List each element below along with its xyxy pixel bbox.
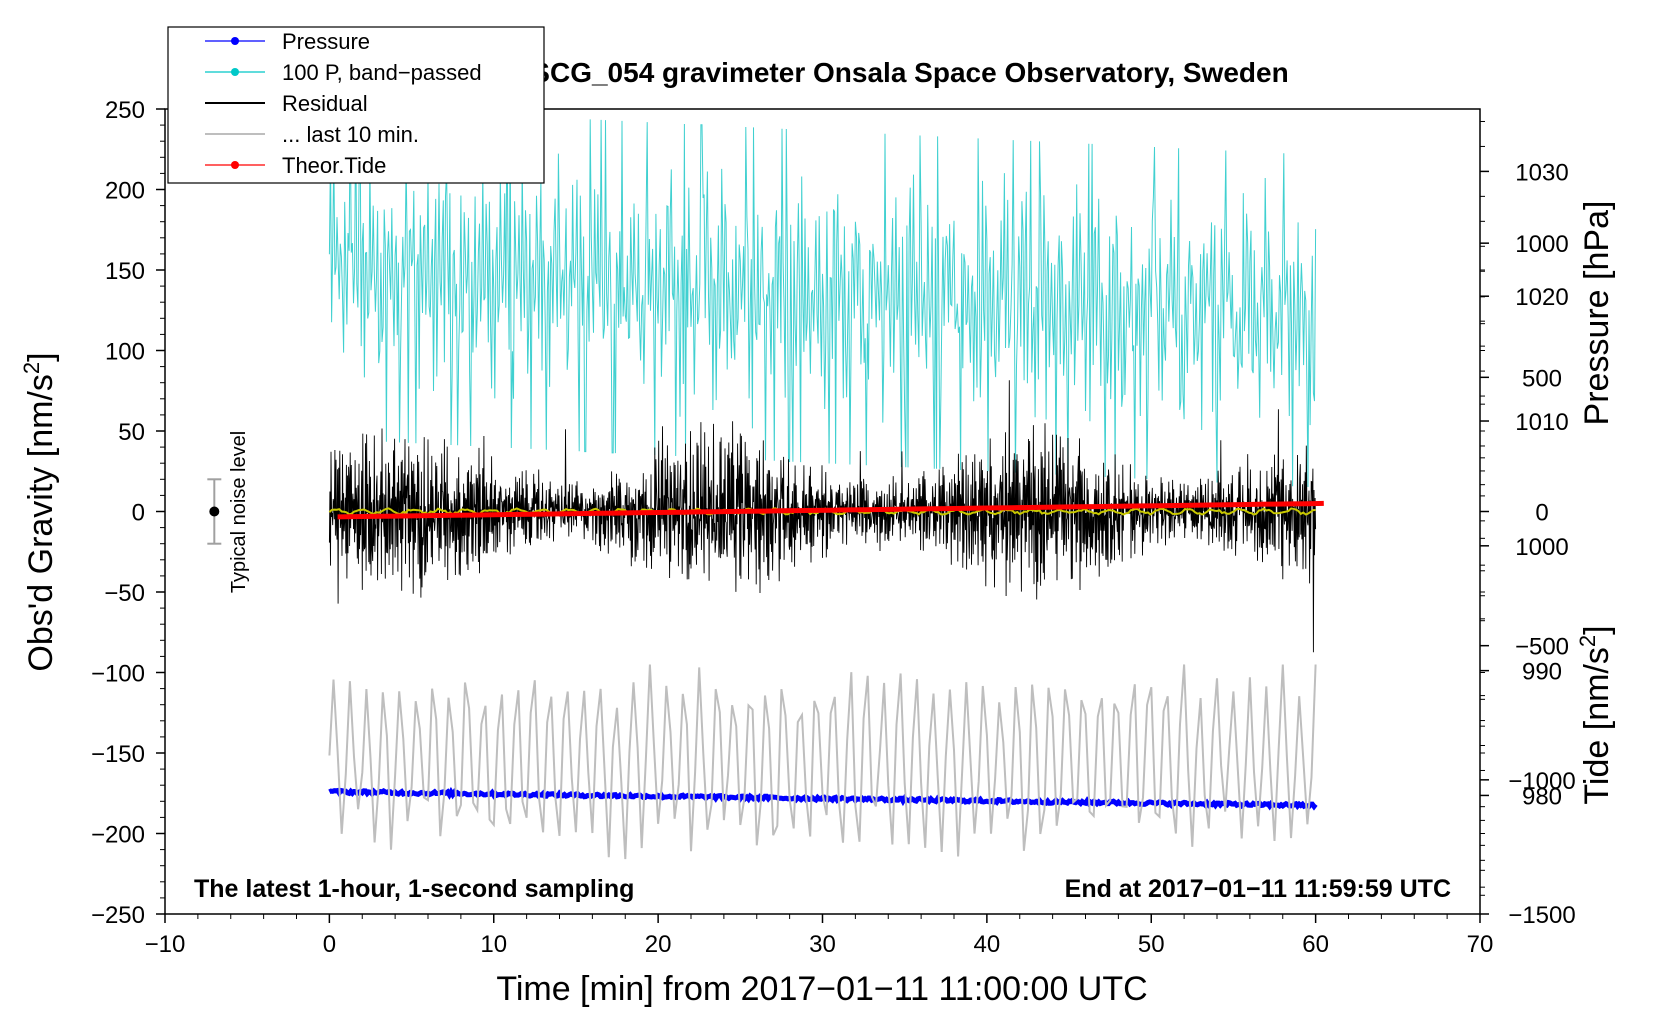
tide-tick-label: −1500 (1508, 902, 1575, 929)
x-tick-label: −10 (145, 931, 186, 958)
x-tick-label: 50 (1138, 931, 1165, 958)
legend-label: ... last 10 min. (282, 122, 419, 147)
y-tick-label: 200 (105, 178, 145, 205)
x-tick-label: 60 (1302, 931, 1329, 958)
legend-swatch-marker (231, 68, 239, 76)
series-band-passed (328, 108, 1317, 488)
legend-label: Pressure (282, 29, 370, 54)
chart-title: SCG_054 gravimeter Onsala Space Observat… (531, 57, 1288, 88)
y-tick-label: 250 (105, 97, 145, 124)
y-axis-label-tide: Tide [nm/s2] (1575, 625, 1616, 804)
pressure-tick-label: 1010 (1515, 409, 1568, 436)
legend-box (167, 26, 545, 184)
legend-swatch-marker (231, 37, 239, 45)
y-axis-label-gravity-sup: 2 (19, 362, 44, 374)
tide-tick-label: 1000 (1515, 231, 1568, 258)
noise-label: Typical noise level (228, 431, 250, 593)
legend-swatch-marker (231, 161, 239, 169)
legend-items: Pressure 100 P, band−passed Residual ... la… (205, 29, 482, 178)
y-axis-label-tide-suffix: ] (1578, 625, 1616, 634)
y-tick-label: 150 (105, 258, 145, 285)
pressure-tick-label: 980 (1522, 783, 1562, 810)
y-tick-label: −50 (104, 580, 145, 607)
x-tick-label: 40 (974, 931, 1001, 958)
y-axis-label-tide-text: Tide [nm/s (1578, 647, 1616, 804)
x-tick-label: 30 (809, 931, 836, 958)
series-theor-tide (337, 500, 1324, 520)
series-residual (328, 380, 1317, 653)
legend-label: Theor.Tide (282, 153, 386, 178)
x-axis-label: Time [min] from 2017−01−11 11:00:00 UTC (496, 970, 1147, 1008)
y-tick-label: −250 (91, 902, 145, 929)
y-axis-label-pressure: Pressure [hPa] (1578, 201, 1616, 426)
y-tick-label: −100 (91, 661, 145, 688)
y-axis-label-gravity: Obs'd Gravity [nm/s2] (19, 352, 60, 671)
pressure-tick-label: 1030 (1515, 159, 1568, 186)
noise-indicator: Typical noise level (207, 431, 250, 593)
legend: Pressure 100 P, band−passed Residual ... la… (167, 26, 545, 184)
y-tick-label: 0 (132, 500, 145, 527)
y-axis-label-gravity-text: Obs'd Gravity [nm/s (22, 374, 60, 671)
x-tick-label: 70 (1467, 931, 1494, 958)
x-tick-label: 20 (645, 931, 672, 958)
series-last-10-min (328, 664, 1317, 860)
bottom-left-note: The latest 1-hour, 1-second sampling (194, 875, 634, 903)
x-tick-label: 10 (480, 931, 507, 958)
y-tick-label: 100 (105, 339, 145, 366)
y-axis-label-tide-sup: 2 (1575, 635, 1600, 647)
y-axis-label-gravity-suffix: ] (22, 352, 60, 361)
y-tick-label: −200 (91, 822, 145, 849)
axes-layer: −10 0 10 20 30 40 50 60 70250200150100500−50−100… (91, 97, 1576, 958)
tide-tick-label: 500 (1522, 365, 1562, 392)
legend-label: 100 P, band−passed (282, 60, 482, 85)
x-tick-label: 0 (323, 931, 336, 958)
tide-tick-label: −500 (1515, 634, 1569, 661)
noise-bar-center-dot (209, 506, 220, 517)
legend-label: Residual (282, 91, 368, 116)
tide-tick-label: 0 (1535, 500, 1548, 527)
bottom-right-note: End at 2017−01−11 11:59:59 UTC (1065, 875, 1451, 903)
tide-tick-label: −1000 (1508, 768, 1575, 795)
y-tick-label: −150 (91, 741, 145, 768)
y-tick-label: 50 (118, 419, 145, 446)
pressure-tick-label: 1000 (1515, 534, 1568, 561)
pressure-tick-label: 990 (1522, 659, 1562, 686)
series-layer (328, 108, 1324, 860)
pressure-tick-label: 1020 (1515, 284, 1568, 311)
